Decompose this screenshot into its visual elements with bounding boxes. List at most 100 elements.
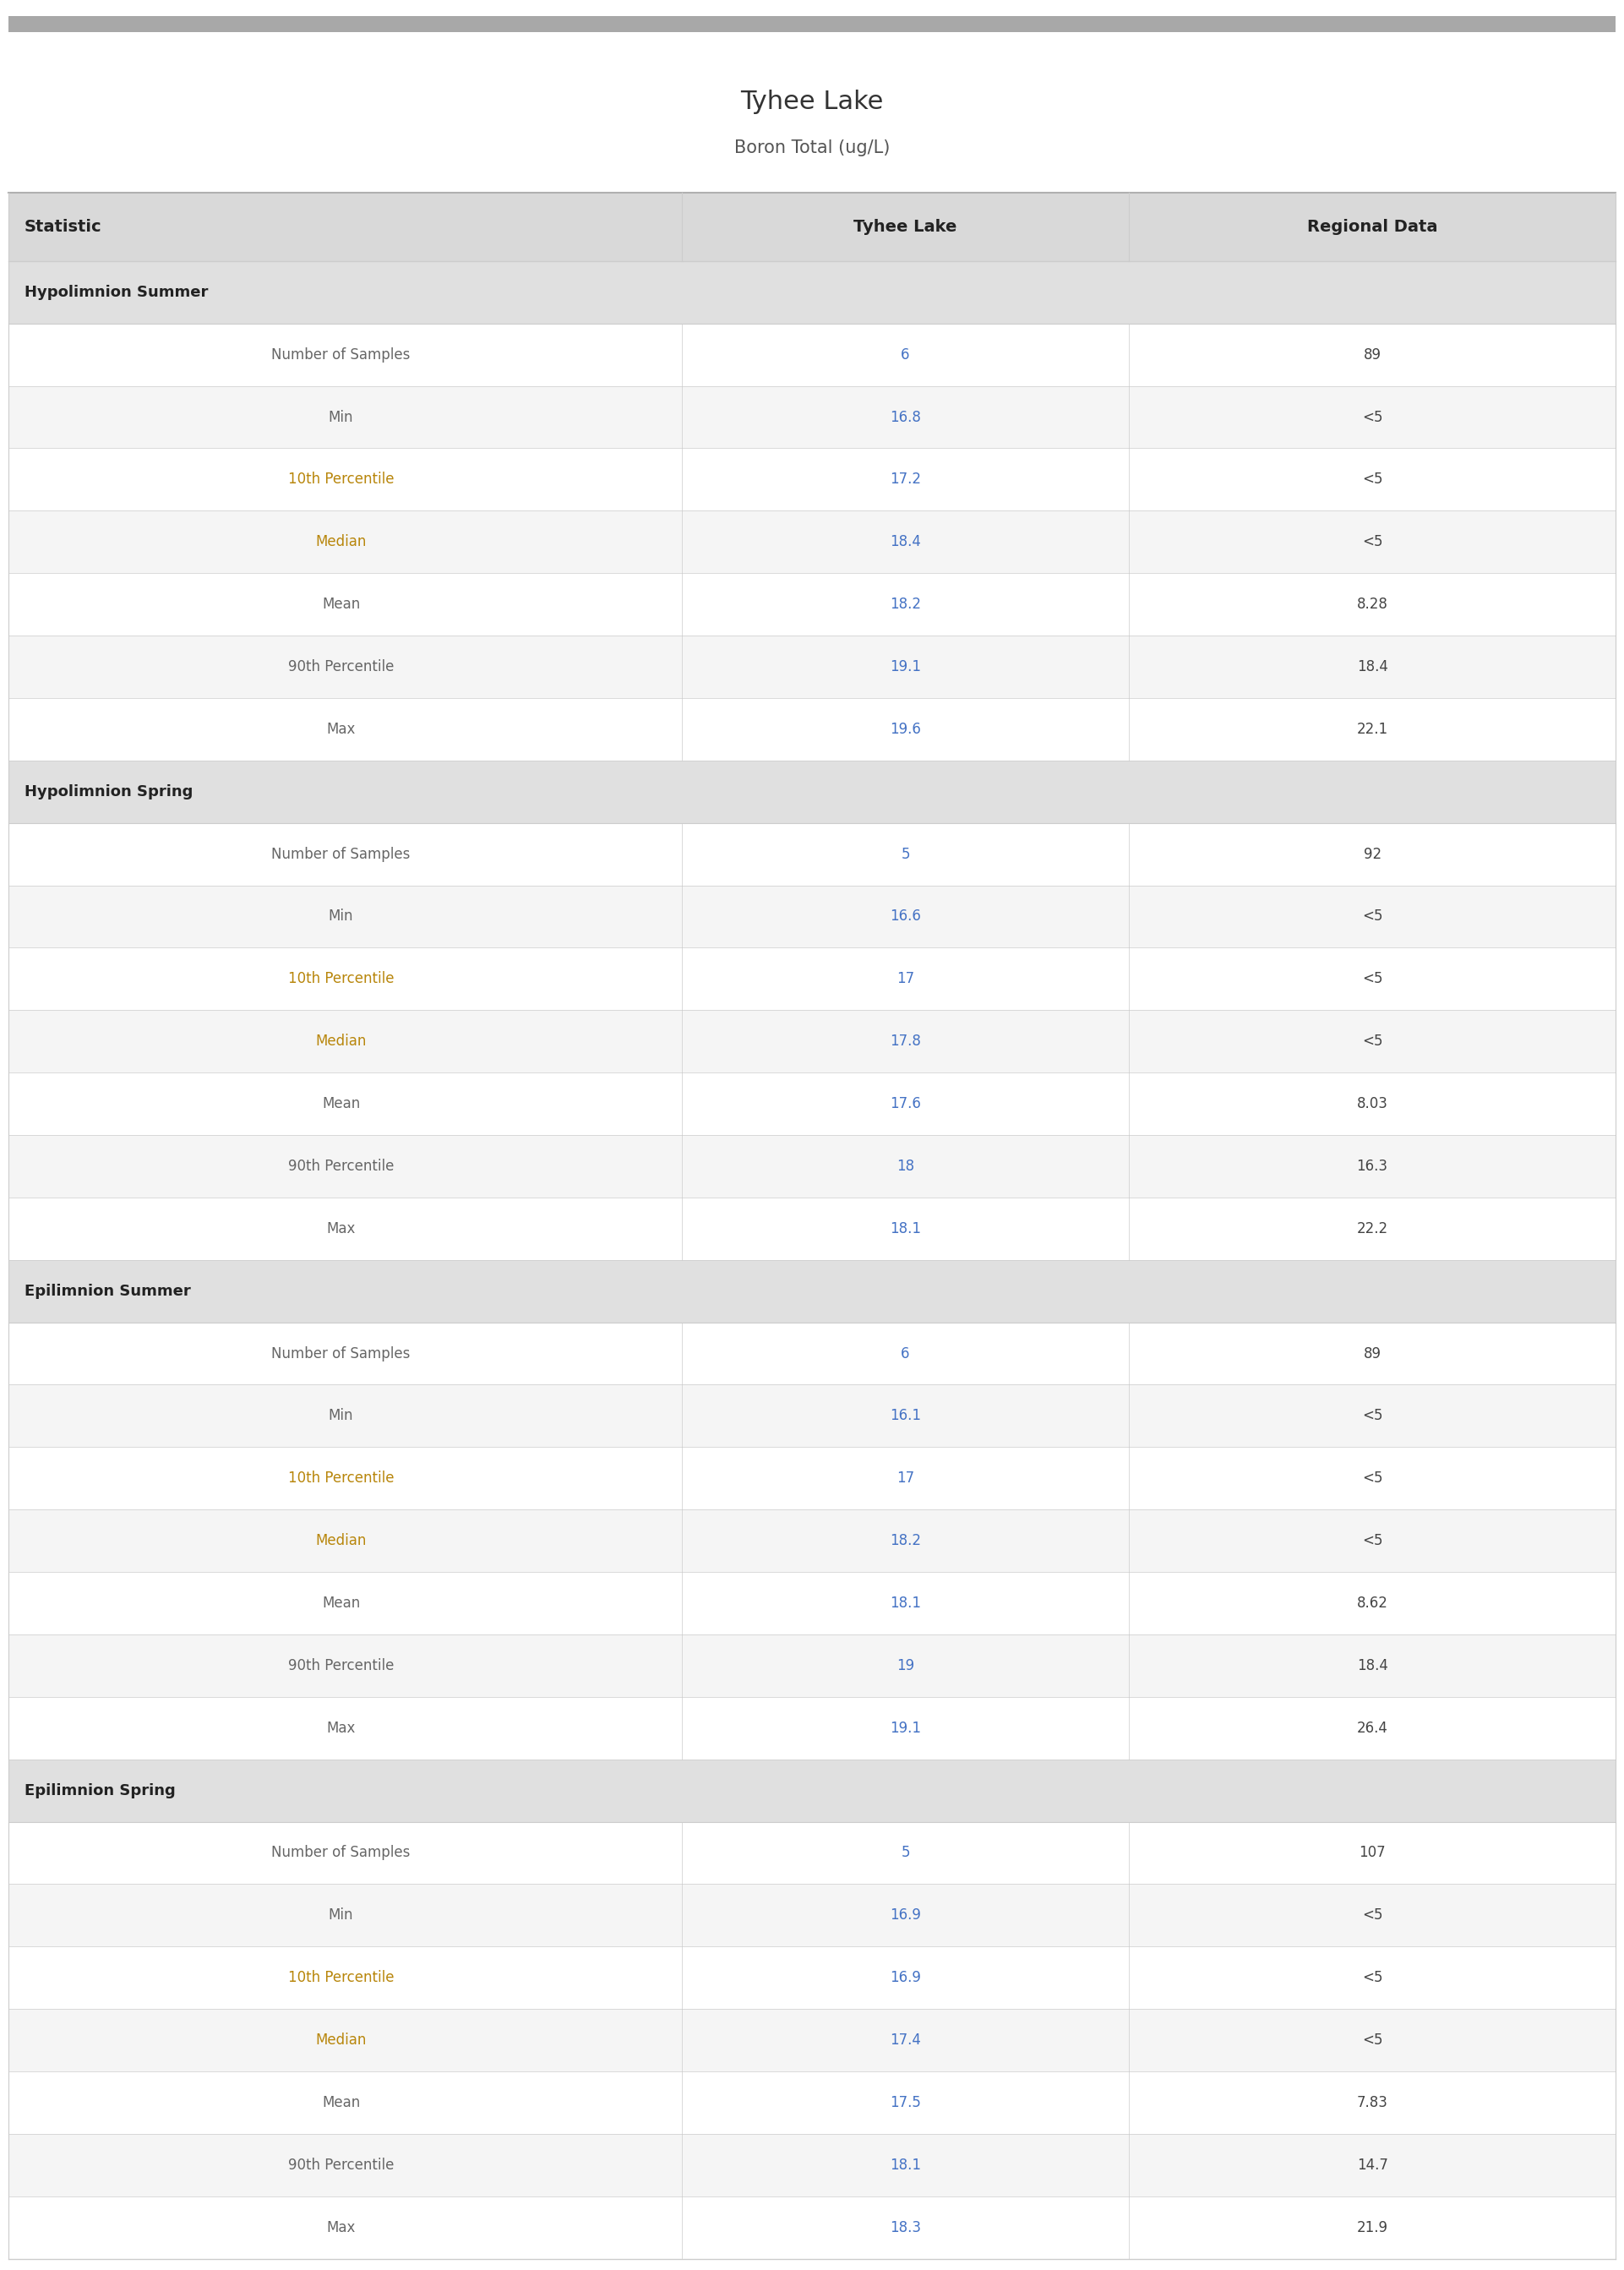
Bar [8, 1196, 1616, 1260]
Text: 6: 6 [901, 1346, 909, 1362]
Bar [8, 447, 1616, 511]
Bar [8, 261, 1616, 325]
Text: Number of Samples: Number of Samples [271, 1346, 411, 1362]
Text: 14.7: 14.7 [1356, 2156, 1389, 2172]
Text: 5: 5 [901, 847, 909, 863]
Text: 8.03: 8.03 [1356, 1096, 1389, 1112]
Text: 90th Percentile: 90th Percentile [287, 2156, 395, 2172]
Text: <5: <5 [1363, 472, 1382, 488]
Text: Mean: Mean [322, 1096, 361, 1112]
Text: 7.83: 7.83 [1356, 2095, 1389, 2111]
Text: Tyhee Lake: Tyhee Lake [741, 91, 883, 114]
Bar [8, 636, 1616, 697]
Text: Number of Samples: Number of Samples [271, 347, 411, 363]
Bar [8, 1696, 1616, 1759]
Text: 19.1: 19.1 [890, 1721, 921, 1737]
Text: 89: 89 [1364, 347, 1380, 363]
Text: 6: 6 [901, 347, 909, 363]
Text: 17.4: 17.4 [890, 2032, 921, 2048]
Bar [8, 1759, 1616, 1821]
Text: Median: Median [315, 1033, 367, 1049]
Text: 16.3: 16.3 [1356, 1158, 1389, 1174]
Text: Hypolimnion Spring: Hypolimnion Spring [24, 783, 193, 799]
Text: 18.4: 18.4 [1356, 658, 1389, 674]
Bar [8, 1634, 1616, 1696]
Bar [8, 1884, 1616, 1945]
Bar [8, 2195, 1616, 2259]
Text: Min: Min [328, 1407, 354, 1423]
Text: 17.2: 17.2 [890, 472, 921, 488]
Text: Median: Median [315, 533, 367, 549]
Text: <5: <5 [1363, 1407, 1382, 1423]
Bar [8, 1135, 1616, 1196]
Text: 19: 19 [896, 1657, 914, 1673]
Text: 10th Percentile: 10th Percentile [287, 1471, 395, 1487]
Text: 16.9: 16.9 [890, 1907, 921, 1923]
Text: 10th Percentile: 10th Percentile [287, 972, 395, 987]
Text: Epilimnion Summer: Epilimnion Summer [24, 1283, 190, 1298]
Bar [8, 2134, 1616, 2195]
Bar [8, 1945, 1616, 2009]
Text: 18.1: 18.1 [890, 2156, 921, 2172]
Bar [8, 511, 1616, 572]
Text: Min: Min [328, 1907, 354, 1923]
Bar [8, 2009, 1616, 2070]
Text: 18.1: 18.1 [890, 1596, 921, 1612]
Bar [8, 2070, 1616, 2134]
Text: Mean: Mean [322, 1596, 361, 1612]
Bar [8, 1321, 1616, 1385]
Text: 18.4: 18.4 [1356, 1657, 1389, 1673]
Bar [8, 760, 1616, 822]
Text: 8.62: 8.62 [1356, 1596, 1389, 1612]
Text: 92: 92 [1364, 847, 1380, 863]
Text: Epilimnion Spring: Epilimnion Spring [24, 1782, 175, 1798]
Text: Median: Median [315, 1532, 367, 1548]
Text: 90th Percentile: 90th Percentile [287, 1158, 395, 1174]
Text: <5: <5 [1363, 1033, 1382, 1049]
Text: 18.1: 18.1 [890, 1221, 921, 1237]
Text: 10th Percentile: 10th Percentile [287, 1970, 395, 1986]
Text: 17.6: 17.6 [890, 1096, 921, 1112]
Text: 18: 18 [896, 1158, 914, 1174]
Bar [8, 1010, 1616, 1071]
Text: Max: Max [326, 2220, 356, 2236]
Text: Number of Samples: Number of Samples [271, 1846, 411, 1861]
Text: 21.9: 21.9 [1356, 2220, 1389, 2236]
Text: Min: Min [328, 409, 354, 424]
Bar [8, 1821, 1616, 1884]
Text: Number of Samples: Number of Samples [271, 847, 411, 863]
Bar [8, 193, 1616, 261]
Text: 10th Percentile: 10th Percentile [287, 472, 395, 488]
Text: <5: <5 [1363, 533, 1382, 549]
Text: Tyhee Lake: Tyhee Lake [854, 218, 957, 236]
Text: 16.8: 16.8 [890, 409, 921, 424]
Bar [8, 1446, 1616, 1510]
Bar [8, 947, 1616, 1010]
Text: 18.3: 18.3 [890, 2220, 921, 2236]
Text: 19.1: 19.1 [890, 658, 921, 674]
Text: 18.4: 18.4 [890, 533, 921, 549]
Bar [8, 822, 1616, 885]
Text: Median: Median [315, 2032, 367, 2048]
Bar [8, 1571, 1616, 1634]
Text: Mean: Mean [322, 597, 361, 613]
Text: 16.1: 16.1 [890, 1407, 921, 1423]
Text: 17.5: 17.5 [890, 2095, 921, 2111]
Text: 22.1: 22.1 [1356, 722, 1389, 738]
Text: 16.6: 16.6 [890, 908, 921, 924]
Text: <5: <5 [1363, 1471, 1382, 1487]
Text: <5: <5 [1363, 409, 1382, 424]
Text: <5: <5 [1363, 1532, 1382, 1548]
Text: <5: <5 [1363, 1907, 1382, 1923]
Text: <5: <5 [1363, 972, 1382, 987]
Text: Max: Max [326, 722, 356, 738]
Bar [8, 16, 1616, 32]
Text: Statistic: Statistic [24, 218, 102, 236]
Text: 89: 89 [1364, 1346, 1380, 1362]
Text: 18.2: 18.2 [890, 1532, 921, 1548]
Text: 17: 17 [896, 972, 914, 987]
Text: <5: <5 [1363, 1970, 1382, 1986]
Text: 90th Percentile: 90th Percentile [287, 1657, 395, 1673]
Bar [8, 325, 1616, 386]
Bar [8, 572, 1616, 636]
